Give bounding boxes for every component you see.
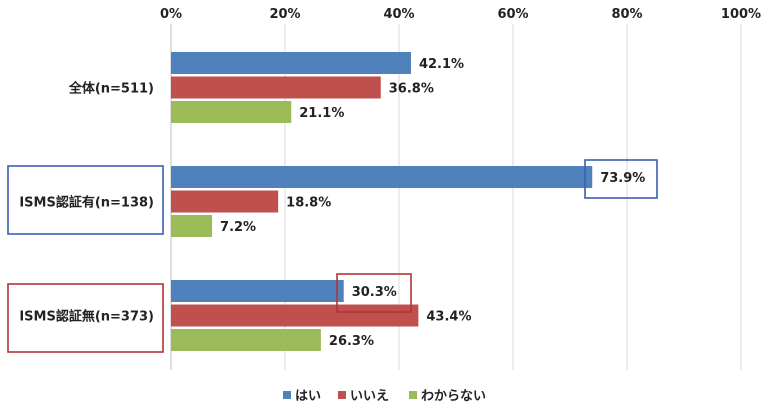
- highlight-box: [7, 283, 164, 353]
- bar: [171, 280, 344, 302]
- bar: [171, 304, 419, 327]
- highlight-box: [7, 165, 164, 235]
- data-label: 30.3%: [352, 285, 397, 300]
- data-label: 21.1%: [299, 106, 344, 121]
- highlight-box: [336, 273, 412, 313]
- data-label: 7.2%: [220, 220, 256, 235]
- data-label: 18.8%: [286, 196, 331, 211]
- legend-swatch: [283, 391, 291, 399]
- bar: [171, 52, 411, 74]
- highlight-box: [584, 159, 658, 199]
- category-label: ISMS認証有(n=138): [19, 195, 154, 211]
- category-label: 全体(n=511): [68, 81, 154, 97]
- x-tick-label: 20%: [269, 7, 300, 22]
- legend-label: はい: [295, 389, 321, 404]
- legend-swatch: [338, 391, 346, 399]
- data-label: 43.4%: [426, 310, 471, 325]
- data-label: 42.1%: [419, 57, 464, 72]
- bar: [171, 76, 381, 99]
- x-tick-label: 100%: [721, 7, 761, 22]
- bar: [171, 215, 213, 237]
- data-label: 36.8%: [389, 82, 434, 97]
- bar: [171, 190, 279, 213]
- legend-label: いいえ: [350, 389, 389, 404]
- category-label: ISMS認証無(n=373): [19, 309, 154, 325]
- x-tick-label: 80%: [611, 7, 642, 22]
- x-tick-label: 60%: [497, 7, 528, 22]
- data-label: 73.9%: [600, 171, 645, 186]
- data-label: 26.3%: [329, 334, 374, 349]
- bar: [171, 101, 292, 123]
- bar: [171, 166, 593, 188]
- legend-swatch: [409, 391, 417, 399]
- bar: [171, 329, 321, 351]
- legend-label: わからない: [421, 389, 486, 404]
- x-tick-label: 40%: [383, 7, 414, 22]
- x-tick-label: 0%: [160, 7, 182, 22]
